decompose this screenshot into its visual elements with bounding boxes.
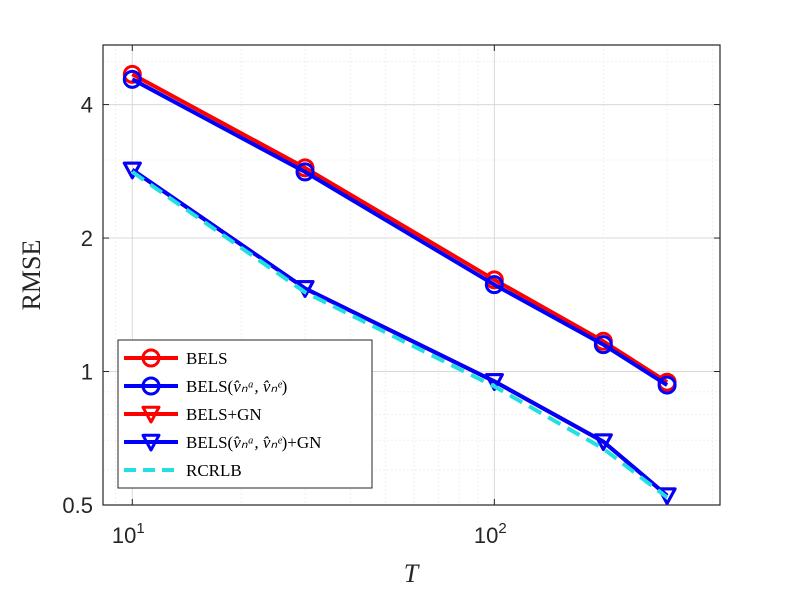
- data-point: [593, 433, 613, 452]
- legend-marker: [141, 376, 161, 396]
- y-tick-label: 1: [81, 360, 93, 385]
- legend-marker: [141, 433, 161, 452]
- legend-marker: [141, 348, 161, 368]
- series-line: [131, 170, 669, 499]
- x-tick-label: 101: [112, 520, 145, 548]
- series-line: [131, 77, 669, 387]
- legend: BELS BELS(v̂ₙᵃ, v̂ₙᵉ) BELS+GN BELS(v̂ₙᵃ, v̂…: [117, 339, 373, 489]
- legend-item: BELS(v̂ₙᵃ, v̂ₙᵉ): [124, 376, 287, 396]
- data-point: [484, 373, 504, 391]
- legend-item: BELS(v̂ₙᵃ, v̂ₙᵉ)+GN: [124, 433, 321, 452]
- plot-frame: [102, 44, 721, 506]
- x-axis-label: T: [404, 559, 420, 588]
- data-point: [122, 161, 142, 180]
- legend-marker: [141, 405, 161, 424]
- data-point: [484, 275, 504, 295]
- series-3: [122, 161, 677, 506]
- legend-item: BELS+GN: [124, 405, 262, 424]
- series-1: [122, 69, 677, 395]
- y-axis-label: RMSE: [17, 240, 46, 311]
- data-point: [295, 162, 315, 182]
- series-line: [131, 168, 669, 498]
- series-4: [131, 170, 669, 499]
- legend-label: RCRLB: [186, 461, 242, 480]
- series-line: [131, 72, 669, 384]
- data-point: [657, 375, 677, 395]
- legend-item: BELS: [124, 348, 228, 368]
- x-tick-label: 102: [474, 520, 507, 548]
- legend-label: BELS(v̂ₙᵃ, v̂ₙᵉ)+GN: [186, 433, 321, 452]
- y-tick-label: 0.5: [62, 493, 93, 518]
- data-point: [593, 335, 613, 355]
- legend-label: BELS+GN: [186, 405, 262, 424]
- y-tick-label: 2: [81, 226, 93, 251]
- series-layer: [122, 64, 677, 506]
- legend-label: BELS: [186, 349, 228, 368]
- y-tick-label: 4: [81, 93, 93, 118]
- legend-item: RCRLB: [124, 461, 242, 480]
- data-point: [122, 69, 142, 89]
- axis-ticks: 101 102 0.5 1 2 4: [62, 45, 720, 548]
- grid: [103, 45, 720, 506]
- legend-label: BELS(v̂ₙᵃ, v̂ₙᵉ): [186, 377, 287, 396]
